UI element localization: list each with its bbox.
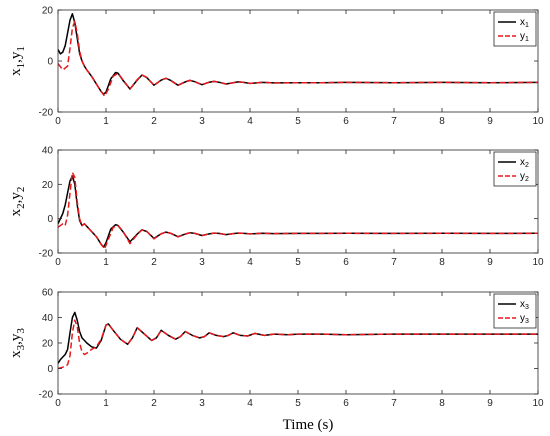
x-tick-label: 0	[55, 398, 61, 409]
series-line-x3	[58, 311, 538, 364]
x-tick-label: 2	[151, 398, 157, 409]
legend-box	[493, 11, 537, 47]
x-tick-label: 4	[247, 257, 253, 268]
x-tick-label: 3	[199, 116, 205, 127]
y-tick-label: -20	[39, 249, 54, 260]
x-tick-label: 4	[247, 398, 253, 409]
x-tick-label: 0	[55, 257, 61, 268]
y-axis-label: x2,y2	[8, 187, 27, 217]
x-tick-label: 4	[247, 116, 253, 127]
x-tick-label: 10	[532, 257, 544, 268]
x-tick-label: 7	[391, 257, 397, 268]
series-line-x2	[58, 175, 538, 248]
y-tick-label: 20	[42, 339, 54, 350]
x-tick-label: 5	[295, 116, 301, 127]
x-tick-label: 10	[532, 398, 544, 409]
legend-label-y1: y1	[520, 31, 529, 43]
legend-label-y2: y2	[520, 171, 529, 183]
series-line-y3	[58, 319, 538, 370]
x-tick-label: 3	[199, 398, 205, 409]
x-tick-label: 5	[295, 257, 301, 268]
x-tick-label: 9	[487, 398, 493, 409]
legend-label-x3: x3	[520, 299, 529, 311]
x-tick-label: 3	[199, 257, 205, 268]
y-tick-label: 20	[42, 6, 54, 17]
legend-label-x1: x1	[520, 17, 529, 29]
legend-box	[493, 293, 537, 329]
x-axis-label: Time (s)	[283, 417, 334, 433]
series-line-y2	[58, 171, 538, 250]
legend-box	[493, 151, 537, 187]
y-tick-label: 0	[47, 214, 53, 225]
x-tick-label: 5	[295, 398, 301, 409]
x-tick-label: 1	[103, 257, 109, 268]
y-tick-label: -20	[39, 390, 54, 401]
legend-label-x2: x2	[520, 157, 529, 169]
y-tick-label: 40	[42, 313, 54, 324]
x-tick-label: 1	[103, 116, 109, 127]
x-tick-label: 2	[151, 116, 157, 127]
x-tick-label: 6	[343, 398, 349, 409]
x-tick-label: 6	[343, 116, 349, 127]
x-tick-label: 6	[343, 257, 349, 268]
x-tick-label: 8	[439, 257, 445, 268]
y-tick-label: -20	[39, 108, 54, 119]
x-tick-label: 0	[55, 116, 61, 127]
y-tick-label: 20	[42, 180, 54, 191]
y-tick-label: 60	[42, 288, 54, 299]
x-tick-label: 9	[487, 116, 493, 127]
x-tick-label: 7	[391, 398, 397, 409]
y-tick-label: 0	[47, 57, 53, 68]
x-tick-label: 9	[487, 257, 493, 268]
y-tick-label: 0	[47, 364, 53, 375]
x-tick-label: 7	[391, 116, 397, 127]
x-tick-label: 8	[439, 398, 445, 409]
x-tick-label: 8	[439, 116, 445, 127]
x-tick-label: 2	[151, 257, 157, 268]
series-line-y1	[58, 20, 538, 97]
axes-box	[57, 9, 539, 113]
x-tick-label: 1	[103, 398, 109, 409]
y-axis-label: x1,y1	[8, 46, 27, 76]
y-axis-label: x3,y3	[8, 328, 27, 358]
y-tick-label: 40	[42, 146, 54, 157]
axes-box	[57, 291, 539, 395]
legend-label-y3: y3	[520, 313, 529, 325]
x-tick-label: 10	[532, 116, 544, 127]
axes-box	[57, 149, 539, 254]
